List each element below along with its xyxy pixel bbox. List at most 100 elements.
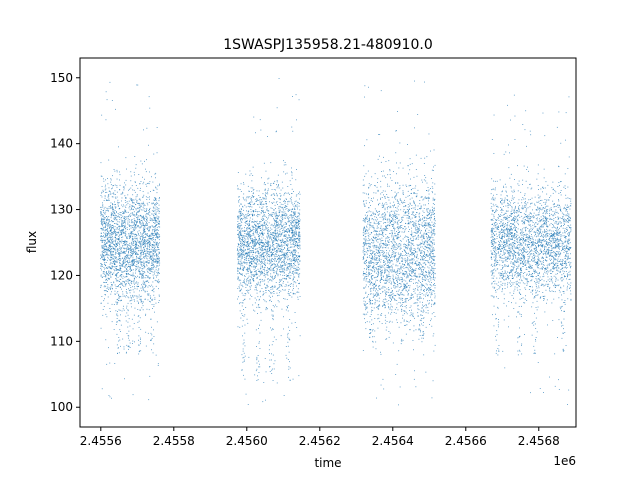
scatter-point (242, 320, 244, 322)
scatter-point (259, 241, 261, 243)
scatter-point (273, 244, 275, 246)
scatter-point (298, 224, 299, 225)
scatter-point (100, 258, 102, 260)
scatter-point (249, 214, 250, 215)
scatter-point (155, 224, 157, 226)
scatter-point (123, 346, 125, 348)
scatter-point (242, 350, 244, 352)
scatter-point (100, 263, 102, 265)
scatter-point (259, 279, 261, 281)
scatter-point (131, 263, 133, 265)
scatter-point (102, 204, 104, 206)
scatter-point (268, 234, 270, 236)
scatter-point (288, 368, 290, 370)
scatter-point (152, 298, 154, 300)
scatter-point (114, 232, 116, 234)
scatter-point (285, 198, 287, 200)
scatter-point (297, 252, 299, 254)
scatter-point (259, 206, 261, 208)
scatter-point (142, 254, 144, 255)
scatter-point (120, 250, 122, 252)
scatter-point (144, 298, 146, 300)
scatter-point (109, 274, 111, 276)
scatter-point (241, 252, 243, 254)
scatter-point (138, 203, 140, 204)
scatter-point (126, 237, 127, 239)
scatter-point (124, 224, 126, 226)
scatter-point (151, 269, 153, 270)
scatter-point (105, 262, 107, 263)
scatter-point (288, 247, 290, 249)
scatter-point (245, 206, 247, 208)
scatter-point (286, 239, 288, 241)
scatter-point (282, 227, 284, 229)
scatter-point (113, 231, 115, 233)
scatter-point (130, 297, 132, 298)
scatter-point (141, 276, 142, 278)
scatter-point (137, 187, 139, 189)
scatter-point (270, 279, 272, 281)
scatter-point (278, 301, 280, 303)
scatter-point (102, 228, 104, 230)
scatter-point (138, 266, 140, 268)
scatter-point (116, 261, 118, 263)
scatter-point (135, 241, 137, 243)
scatter-point (124, 217, 125, 219)
scatter-point (290, 286, 291, 287)
scatter-point (127, 262, 129, 264)
scatter-point (138, 270, 140, 272)
scatter-point (141, 219, 143, 221)
scatter-point (249, 250, 251, 252)
scatter-point (253, 234, 255, 236)
scatter-point (154, 299, 156, 300)
scatter-point (158, 216, 160, 218)
scatter-point (255, 270, 257, 272)
scatter-point (139, 203, 141, 205)
scatter-point (154, 217, 156, 219)
scatter-point (111, 206, 113, 208)
scatter-point (287, 216, 289, 218)
scatter-point (101, 229, 103, 231)
scatter-point (115, 218, 117, 219)
scatter-point (126, 227, 128, 229)
scatter-point (153, 329, 154, 331)
scatter-point (276, 225, 278, 227)
scatter-point (156, 229, 158, 230)
scatter-point (105, 239, 106, 241)
scatter-point (298, 99, 300, 101)
scatter-point (149, 269, 151, 270)
scatter-point (118, 269, 120, 271)
scatter-point (239, 284, 241, 286)
scatter-point (110, 262, 111, 264)
scatter-point (146, 159, 147, 161)
scatter-point (144, 210, 145, 212)
scatter-point (285, 244, 287, 246)
scatter-point (261, 260, 263, 262)
scatter-point (268, 255, 270, 257)
scatter-point (122, 241, 124, 242)
scatter-point (146, 127, 148, 129)
scatter-point (139, 271, 141, 273)
scatter-point (249, 242, 251, 244)
scatter-point (240, 208, 242, 210)
scatter-point (157, 261, 158, 263)
scatter-point (101, 240, 103, 242)
scatter-point (270, 266, 272, 268)
scatter-point (296, 194, 298, 196)
scatter-point (283, 215, 285, 216)
scatter-point (271, 268, 273, 270)
scatter-point (112, 225, 114, 226)
scatter-point (105, 228, 107, 230)
scatter-point (133, 282, 135, 284)
scatter-point (114, 230, 116, 232)
scatter-point (242, 294, 244, 296)
scatter-point (243, 257, 245, 258)
scatter-point (156, 217, 158, 219)
scatter-point (262, 267, 263, 269)
scatter-point (270, 237, 272, 239)
scatter-point (134, 156, 136, 157)
scatter-point (268, 290, 269, 291)
scatter-point (258, 252, 260, 254)
scatter-point (106, 216, 108, 217)
scatter-point (145, 277, 147, 279)
